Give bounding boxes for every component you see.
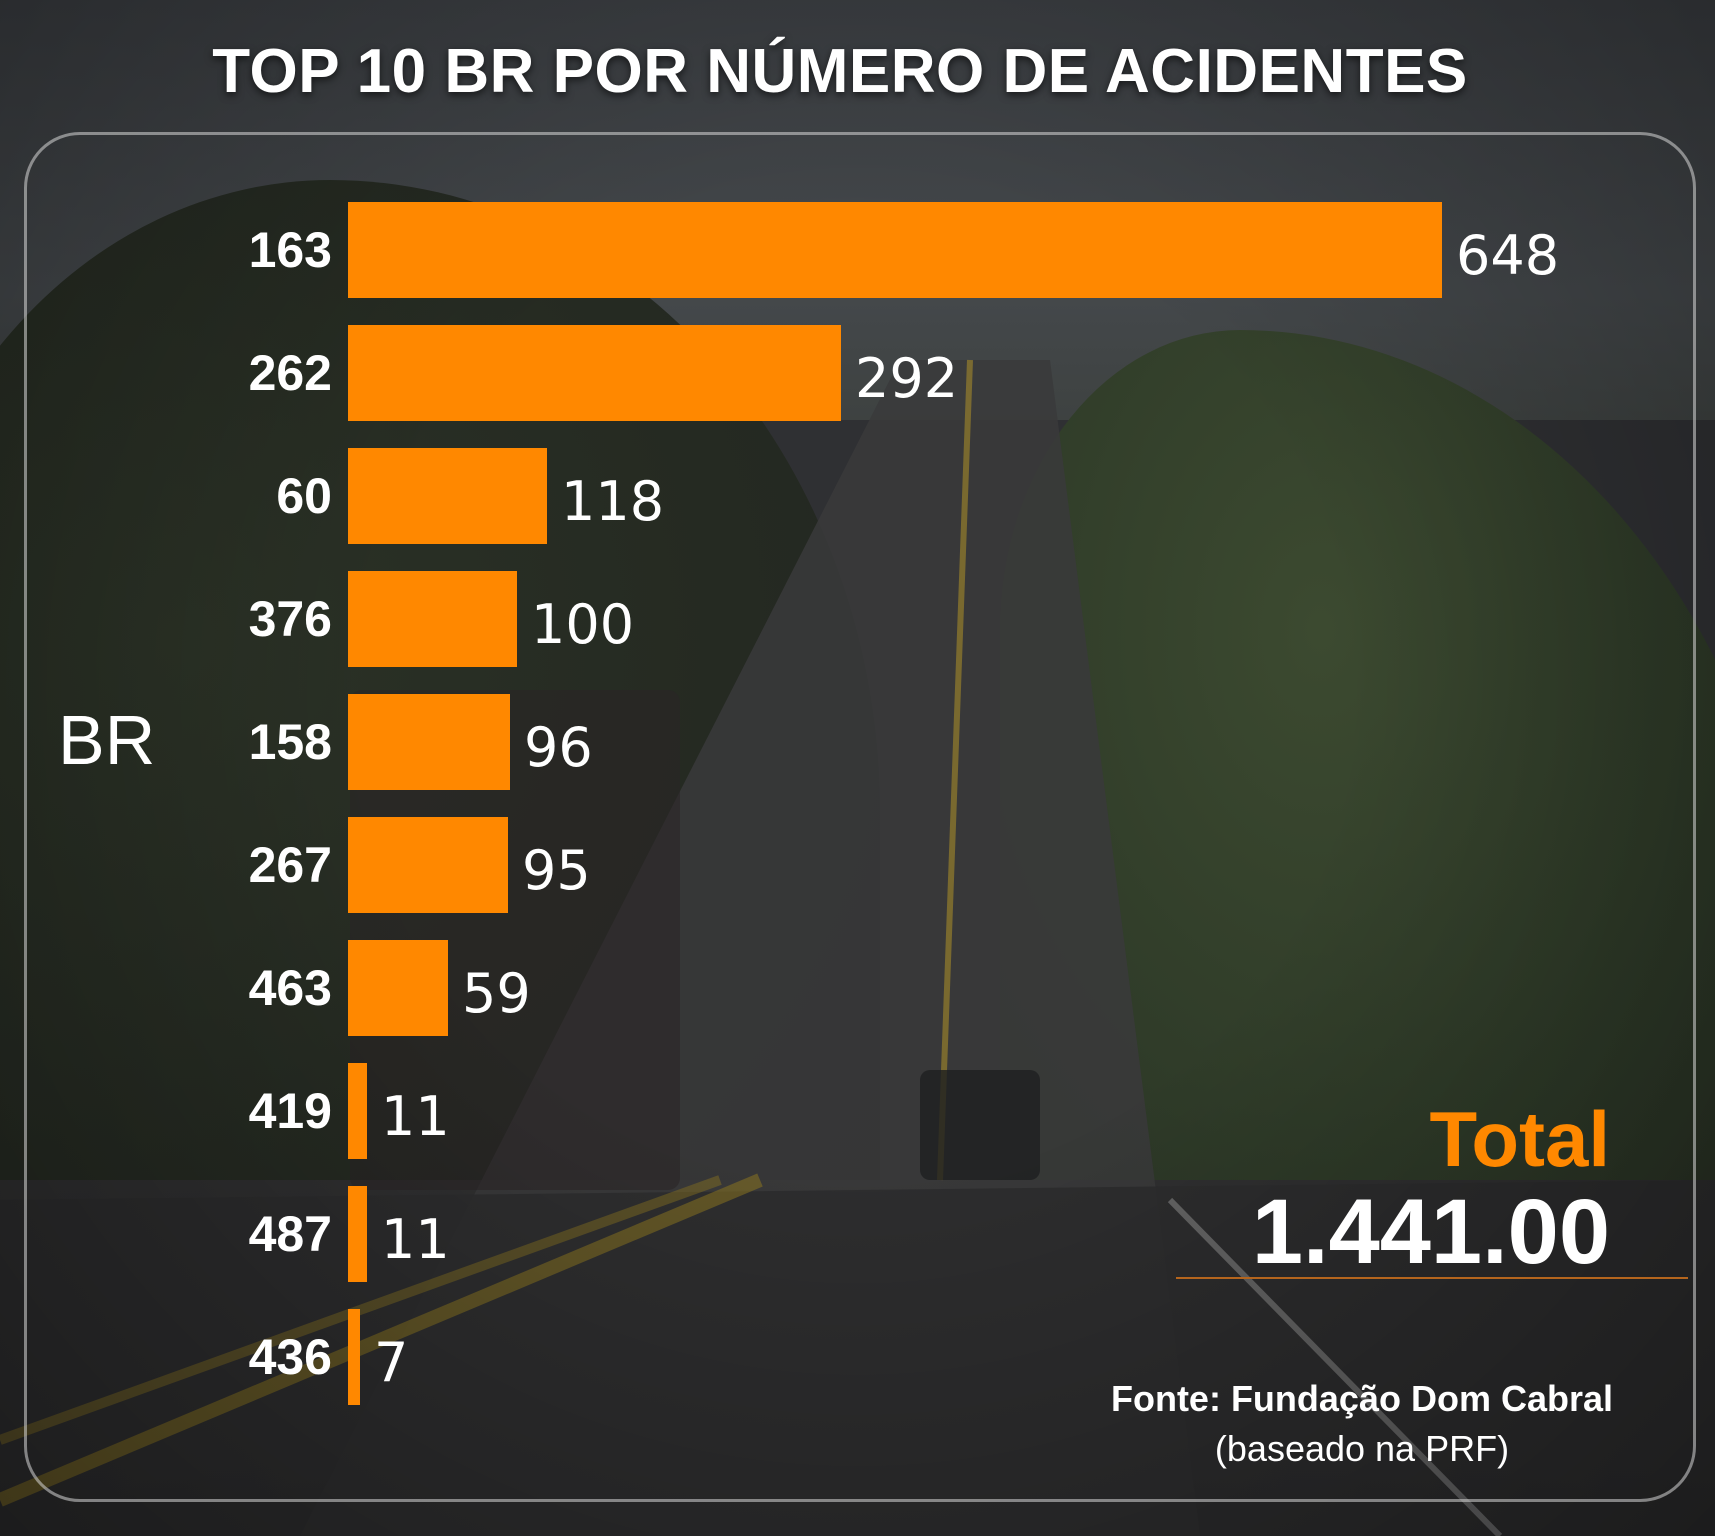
bar-br-60 [348, 448, 547, 544]
category-label-br-158: 158 [249, 714, 332, 770]
total-divider [1176, 1277, 1688, 1279]
bar-br-267 [348, 817, 508, 913]
category-label-br-419: 419 [249, 1083, 332, 1139]
source-line-1: Fonte: Fundação Dom Cabral [1110, 1378, 1613, 1419]
value-label-br-158: 96 [524, 716, 593, 779]
category-label-br-376: 376 [249, 591, 332, 647]
category-label-br-463: 463 [249, 960, 332, 1016]
value-label-br-463: 59 [462, 962, 531, 1025]
total-label: Total [1429, 1095, 1610, 1183]
total-block: Total 1.441.00 [1252, 1100, 1610, 1278]
category-label-br-487: 487 [249, 1206, 332, 1262]
category-label-br-60: 60 [276, 468, 332, 524]
bar-br-487 [348, 1186, 367, 1282]
value-label-br-376: 100 [531, 593, 634, 656]
category-label-br-267: 267 [249, 837, 332, 893]
bar-br-158 [348, 694, 510, 790]
value-label-br-419: 11 [381, 1085, 450, 1148]
bar-br-262 [348, 325, 841, 421]
chart-frame [24, 132, 1696, 1502]
value-label-br-436: 7 [374, 1331, 408, 1394]
value-label-br-163: 648 [1456, 224, 1559, 287]
total-value: 1.441.00 [1251, 1181, 1610, 1283]
bar-br-163 [348, 202, 1442, 298]
bar-br-463 [348, 940, 448, 1036]
bar-br-376 [348, 571, 517, 667]
value-label-br-267: 95 [522, 839, 591, 902]
bar-br-436 [348, 1309, 360, 1405]
source-note: Fonte: Fundação Dom Cabral (baseado na P… [1111, 1378, 1613, 1470]
value-label-br-60: 118 [561, 470, 664, 533]
value-label-br-262: 292 [855, 347, 958, 410]
category-label-br-436: 436 [249, 1329, 332, 1385]
axis-label-br: BR [58, 701, 156, 779]
value-label-br-487: 11 [381, 1208, 450, 1271]
category-label-br-262: 262 [249, 345, 332, 401]
source-line-2: (baseado na PRF) [1214, 1428, 1510, 1469]
category-label-br-163: 163 [249, 222, 332, 278]
chart-title: TOP 10 BR POR NÚMERO DE ACIDENTES [212, 37, 1468, 106]
bar-br-419 [348, 1063, 367, 1159]
